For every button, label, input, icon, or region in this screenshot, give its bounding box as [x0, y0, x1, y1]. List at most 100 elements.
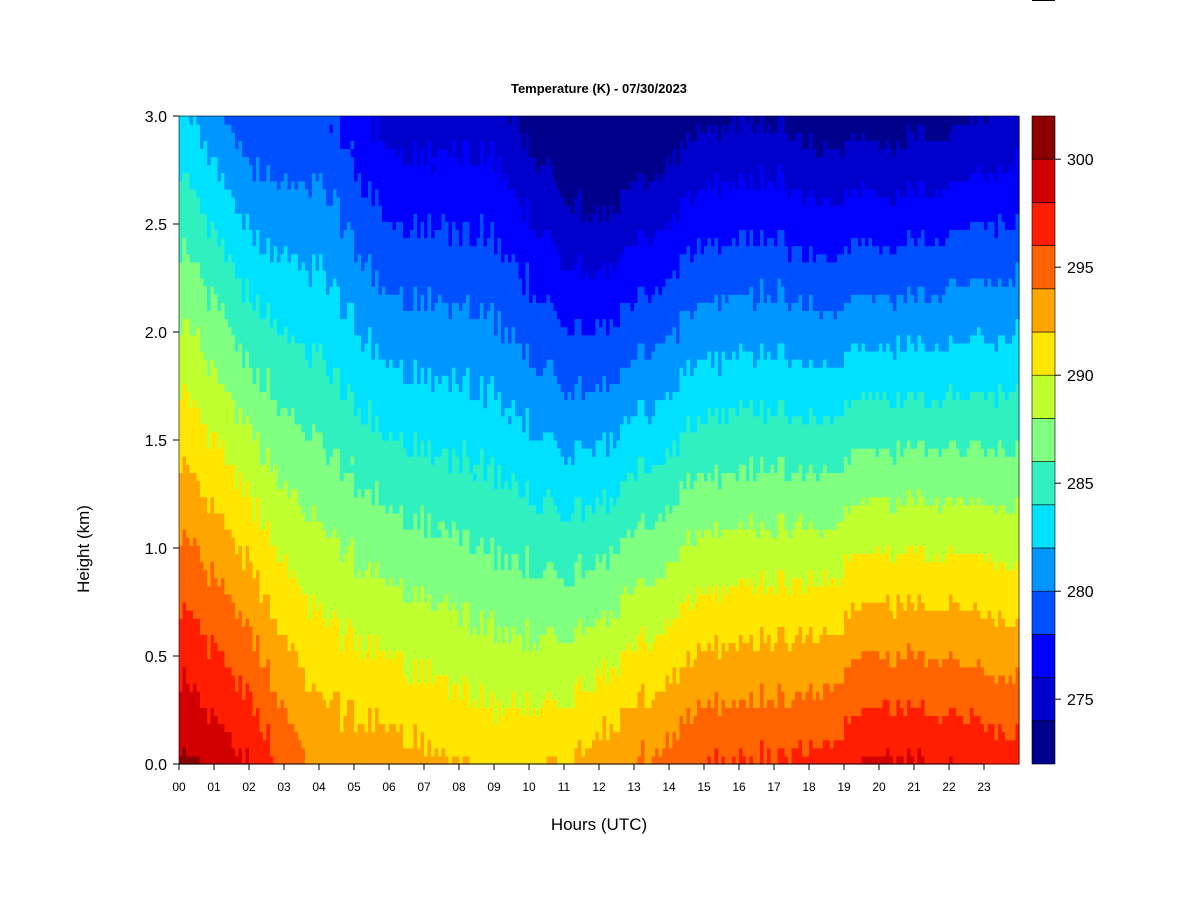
heatmap-cell: [312, 431, 317, 441]
heatmap-cell: [270, 456, 275, 465]
heatmap-cell: [333, 561, 338, 571]
heatmap-cell: [336, 691, 341, 700]
heatmap-cell: [217, 326, 222, 336]
heatmap-cell: [284, 561, 289, 571]
heatmap-cell: [266, 553, 271, 563]
heatmap-cell: [364, 731, 369, 741]
heatmap-cell: [392, 197, 397, 206]
heatmap-cell: [217, 156, 222, 166]
heatmap-cell: [287, 318, 292, 328]
heatmap-cell: [378, 456, 383, 465]
heatmap-cell: [361, 415, 366, 425]
heatmap-cell: [182, 132, 187, 141]
heatmap-cell: [231, 610, 236, 619]
heatmap-cell: [368, 423, 373, 433]
heatmap-cell: [189, 213, 194, 222]
heatmap-cell: [214, 294, 219, 303]
heatmap-cell: [371, 188, 376, 198]
heatmap-cell: [238, 707, 243, 716]
heatmap-cell: [312, 310, 317, 320]
heatmap-cell: [305, 610, 310, 619]
heatmap-cell: [186, 496, 191, 506]
heatmap-cell: [270, 342, 275, 352]
heatmap-cell: [287, 172, 292, 182]
heatmap-cell: [249, 188, 254, 198]
heatmap-cell: [333, 634, 338, 644]
heatmap-cell: [203, 359, 208, 368]
heatmap-cell: [287, 666, 292, 676]
heatmap-cell: [343, 124, 348, 133]
heatmap-cell: [322, 367, 327, 376]
heatmap-cell: [228, 674, 233, 684]
heatmap-cell: [210, 537, 215, 546]
heatmap-cell: [392, 739, 397, 749]
heatmap-cell: [343, 310, 348, 320]
heatmap-cell: [221, 399, 226, 409]
heatmap-cell: [280, 440, 285, 449]
heatmap-cell: [294, 650, 299, 660]
heatmap-cell: [210, 245, 215, 255]
heatmap-cell: [256, 326, 261, 336]
heatmap-cell: [270, 545, 275, 554]
heatmap-cell: [308, 164, 313, 174]
heatmap-cell: [350, 488, 355, 498]
heatmap-cell: [217, 634, 222, 644]
heatmap-cell: [364, 529, 369, 538]
heatmap-cell: [382, 391, 387, 401]
heatmap-cell: [252, 132, 257, 141]
heatmap-cell: [277, 318, 282, 328]
heatmap-cell: [368, 440, 373, 449]
heatmap-cell: [301, 440, 306, 449]
heatmap-cell: [235, 286, 240, 295]
heatmap-cell: [333, 205, 338, 214]
heatmap-cell: [217, 132, 222, 141]
heatmap-cell: [273, 237, 278, 247]
heatmap-cell: [242, 577, 247, 587]
heatmap-cell: [347, 577, 352, 587]
heatmap-cell: [280, 634, 285, 644]
heatmap-cell: [266, 124, 271, 133]
heatmap-cell: [298, 302, 303, 311]
heatmap-cell: [235, 707, 240, 716]
heatmap-cell: [305, 188, 310, 198]
heatmap-cell: [252, 383, 257, 392]
heatmap-cell: [189, 245, 194, 255]
heatmap-cell: [322, 407, 327, 417]
heatmap-cell: [364, 197, 369, 206]
heatmap-cell: [266, 407, 271, 417]
heatmap-cell: [186, 326, 191, 336]
heatmap-cell: [214, 286, 219, 295]
heatmap-cell: [291, 253, 296, 263]
heatmap-cell: [273, 642, 278, 652]
heatmap-cell: [364, 278, 369, 287]
heatmap-cell: [207, 440, 212, 449]
heatmap-cell: [364, 359, 369, 368]
heatmap-cell: [315, 334, 320, 344]
heatmap-cell: [214, 261, 219, 271]
heatmap-cell: [245, 448, 250, 457]
heatmap-cell: [371, 269, 376, 279]
heatmap-cell: [249, 164, 254, 174]
heatmap-cell: [242, 585, 247, 595]
heatmap-cell: [270, 642, 275, 652]
heatmap-cell: [179, 197, 184, 206]
heatmap-cell: [287, 237, 292, 247]
heatmap-cell: [326, 197, 331, 206]
heatmap-cell: [396, 496, 401, 506]
heatmap-cell: [301, 156, 306, 166]
heatmap-cell: [382, 593, 387, 603]
heatmap-cell: [263, 593, 268, 603]
heatmap-cell: [221, 569, 226, 579]
heatmap-cell: [375, 731, 380, 741]
heatmap-cell: [312, 456, 317, 465]
heatmap-cell: [396, 618, 401, 627]
heatmap-cell: [256, 723, 261, 733]
heatmap-cell: [378, 464, 383, 473]
heatmap-cell: [196, 164, 201, 174]
heatmap-cell: [371, 488, 376, 498]
heatmap-cell: [392, 148, 397, 158]
heatmap-cell: [186, 237, 191, 247]
heatmap-cell: [343, 650, 348, 660]
heatmap-cell: [217, 602, 222, 611]
heatmap-cell: [203, 683, 208, 692]
